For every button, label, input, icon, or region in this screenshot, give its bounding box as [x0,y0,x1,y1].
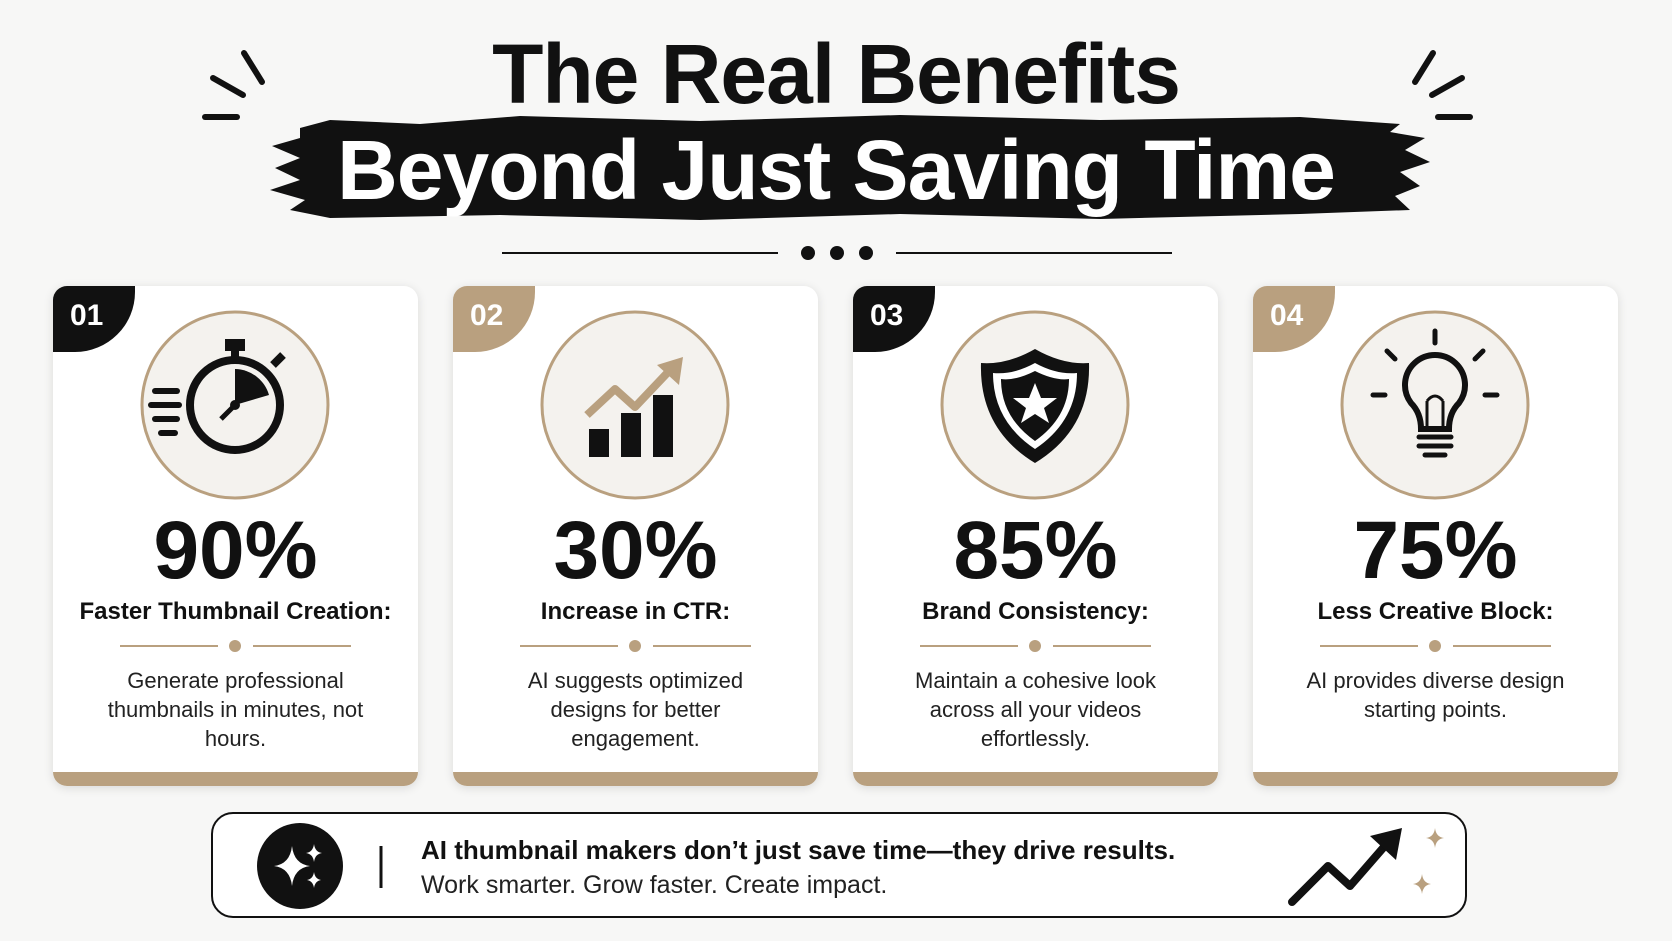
card-graphics [120,310,351,652]
card-icon [1370,328,1500,458]
sparkle [1426,828,1444,848]
card-graphics [1320,310,1551,652]
card-heading: Brand Consistency: [922,598,1149,625]
card-heading: Faster Thumbnail Creation: [79,598,392,625]
dot [830,246,844,260]
card-stat: 75% [1353,505,1518,596]
dot [859,246,873,260]
card-description: Maintain a cohesive look across all your… [915,668,1156,751]
card-bar [53,772,418,786]
sparkle [307,872,321,888]
divider-dot [629,640,641,652]
card-description: Generate professional thumbnails in minu… [107,668,364,751]
trend-arrow [1288,836,1394,906]
sparkle [274,846,310,886]
divider-dot [1429,640,1441,652]
sparkle [1413,874,1431,894]
benefit-card: 01 90% Faster Thumbnail Creation: Genera… [53,286,418,786]
card-heading: Increase in CTR: [540,598,731,625]
burst-lines [202,50,1473,120]
benefit-card: 02 30% Increase in CTR: AI suggests opti… [453,286,818,786]
benefit-card: 03 85% Brand Consistency: Maintain a coh… [853,286,1218,786]
title-line-2: Beyond Just Saving Time [337,123,1336,217]
footer-tagline: Work smarter. Grow faster. Create impact… [421,871,888,899]
footer-decor [257,823,1444,909]
footer-headline: AI thumbnail makers don’t just save time… [421,835,1176,865]
footer-box [211,812,1467,918]
card-number: 02 [453,286,535,352]
divider-dot [1029,640,1041,652]
card-stat: 30% [553,505,718,596]
card-description: AI provides diverse design starting poin… [1306,668,1565,722]
dot [801,246,815,260]
card-stat: 85% [953,505,1118,596]
arrow-head [1370,828,1402,860]
divider-dot [229,640,241,652]
card-stat: 90% [153,505,318,596]
header-decor [202,50,1473,260]
card-heading: Less Creative Block: [1317,598,1554,625]
card-bar [1253,772,1618,786]
sparkle [306,844,322,862]
brush-stroke [270,115,1430,220]
card-icon [980,349,1090,463]
title-line-1: The Real Benefits [492,27,1181,121]
card-graphics [520,310,751,652]
card-graphics [920,310,1151,652]
benefit-card: 04 75% Less Creative Block: AI provides … [1253,286,1618,786]
card-icon [584,357,683,457]
card-description: AI suggests optimized designs for better… [527,668,744,751]
icon-circle [1340,310,1530,500]
card-number: 03 [853,286,935,352]
card-icon [148,339,286,454]
card-bar [453,772,818,786]
card-bar [853,772,1218,786]
